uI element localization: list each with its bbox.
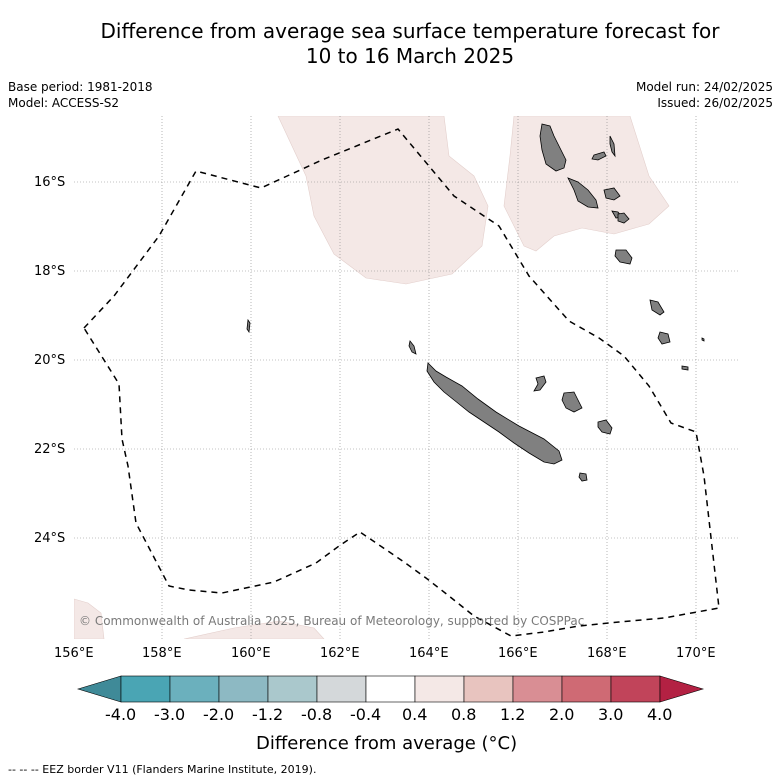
- meta-left: Base period: 1981-2018 Model: ACCESS-S2: [8, 79, 153, 111]
- anomaly-patch-vanuatu: [503, 116, 670, 252]
- colorbar-bin: [169, 675, 220, 703]
- ambae: [591, 151, 607, 161]
- model-name: Model: ACCESS-S2: [8, 96, 120, 110]
- lon-label-164e: 164°E: [409, 646, 449, 661]
- erromango: [614, 249, 633, 265]
- colorbar-bin: [414, 675, 465, 703]
- colorbar-extend-low: [76, 675, 122, 703]
- tanna: [649, 299, 665, 316]
- anomaly-patch-south: [183, 620, 325, 639]
- graticule: [74, 116, 739, 639]
- lon-label-162e: 162°E: [320, 646, 360, 661]
- maewo: [609, 135, 616, 158]
- pentecost: [603, 187, 621, 201]
- base-period: Base period: 1981-2018: [8, 80, 153, 94]
- colorbar-bin: [218, 675, 269, 703]
- isle-of-pines: [578, 472, 588, 482]
- lifou-island: [561, 391, 583, 413]
- cbar-tick: -3.0: [154, 705, 186, 724]
- eez-border: [83, 128, 720, 637]
- anomaly-patch-southwest: [74, 598, 105, 639]
- colorbar-bin: [120, 675, 171, 703]
- map-area: [74, 116, 739, 639]
- lon-label-156e: 156°E: [54, 646, 94, 661]
- cbar-tick: 0.4: [402, 705, 428, 724]
- land-masses: [246, 123, 705, 482]
- cbar-tick: 4.0: [647, 705, 673, 724]
- issued-date: Issued: 26/02/2025: [657, 96, 773, 110]
- colorbar-bin: [561, 675, 612, 703]
- cbar-tick: 1.2: [500, 705, 526, 724]
- lat-label-22s: 22°S: [34, 442, 66, 457]
- colorbar-bin: [610, 675, 661, 703]
- map-title: Difference from average sea surface temp…: [0, 19, 781, 69]
- aneityum: [657, 331, 671, 345]
- ouvea-island: [533, 375, 547, 392]
- lon-label-166e: 166°E: [498, 646, 538, 661]
- colorbar-bin: [463, 675, 514, 703]
- cbar-tick: -4.0: [105, 705, 137, 724]
- cbar-tick: -2.0: [203, 705, 235, 724]
- new-caledonia: [426, 362, 563, 465]
- cbar-tick: -0.4: [350, 705, 382, 724]
- map-title-line1: Difference from average sea surface temp…: [100, 19, 720, 43]
- meta-right: Model run: 24/02/2025 Issued: 26/02/2025: [636, 79, 773, 111]
- chesterfield-island: [246, 318, 251, 334]
- colorbar-bin: [267, 675, 318, 703]
- cbar-tick: 0.8: [451, 705, 477, 724]
- lon-label-168e: 168°E: [587, 646, 627, 661]
- lon-label-158e: 158°E: [142, 646, 182, 661]
- cbar-tick: -0.8: [301, 705, 333, 724]
- copyright-notice: © Commonwealth of Australia 2025, Bureau…: [79, 614, 585, 628]
- cbar-tick: -1.2: [252, 705, 284, 724]
- lat-label-24s: 24°S: [34, 531, 66, 546]
- model-run: Model run: 24/02/2025: [635, 80, 773, 94]
- colorbar-bin: [365, 675, 416, 703]
- lat-label-18s: 18°S: [34, 264, 66, 279]
- colorbar-bin: [316, 675, 367, 703]
- mare-island: [597, 419, 613, 435]
- cbar-tick: 3.0: [598, 705, 624, 724]
- lat-label-20s: 20°S: [34, 353, 66, 368]
- walpole-island: [681, 365, 689, 371]
- lon-label-170e: 170°E: [676, 646, 716, 661]
- malekula: [567, 177, 599, 209]
- anomaly-patch-north: [277, 116, 489, 285]
- lat-label-16s: 16°S: [34, 175, 66, 190]
- colorbar-extend-high: [659, 675, 705, 703]
- belep-island: [408, 340, 417, 355]
- cbar-tick: 2.0: [549, 705, 575, 724]
- map-title-line2: 10 to 16 March 2025: [305, 44, 515, 68]
- colorbar: [76, 675, 705, 703]
- lon-label-160e: 160°E: [231, 646, 271, 661]
- matthew-island: [701, 337, 705, 342]
- efate: [617, 212, 630, 224]
- colorbar-title: Difference from average (°C): [256, 733, 518, 754]
- eez-legend-note: -- -- -- EEZ border V11 (Flanders Marine…: [8, 763, 317, 776]
- map-svg: [74, 116, 739, 639]
- espiritu-santo: [539, 123, 567, 172]
- colorbar-bin: [512, 675, 563, 703]
